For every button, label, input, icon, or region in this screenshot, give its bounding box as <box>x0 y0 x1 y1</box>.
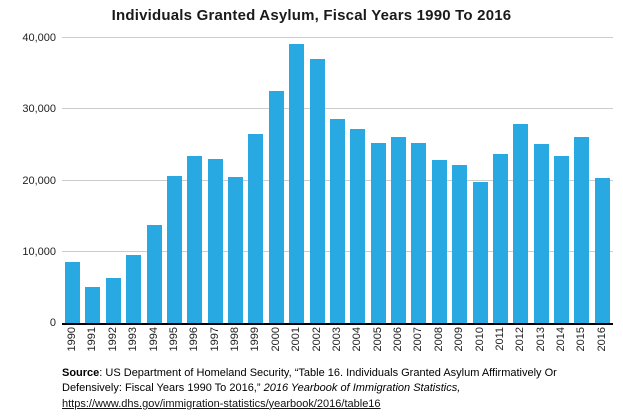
bar-2007 <box>411 142 427 323</box>
x-tick-label: 2003 <box>330 327 343 352</box>
bar-2009 <box>452 164 468 323</box>
x-tick-label: 2013 <box>534 327 547 352</box>
plot-area <box>62 37 613 325</box>
bar-2005 <box>370 142 386 323</box>
x-tick-label: 2008 <box>432 327 445 352</box>
bar-2013 <box>533 144 549 323</box>
bar-1996 <box>187 155 203 323</box>
bar-2000 <box>268 91 284 323</box>
x-tick-label: 2002 <box>310 327 323 352</box>
bars <box>62 38 613 323</box>
x-tick: 2013 <box>534 327 549 351</box>
x-tick: 1992 <box>106 327 121 351</box>
x-tick: 2016 <box>595 327 610 351</box>
x-tick: 2006 <box>391 327 406 351</box>
x-tick-label: 1999 <box>249 327 262 352</box>
bar-2001 <box>289 43 305 323</box>
source-link[interactable]: https://www.dhs.gov/immigration-statisti… <box>62 397 381 410</box>
x-tick: 1990 <box>65 327 80 351</box>
x-tick-label: 1993 <box>127 327 140 352</box>
x-tick: 1993 <box>126 327 141 351</box>
bar-2015 <box>574 137 590 323</box>
x-tick: 1994 <box>147 327 162 351</box>
bar-2016 <box>594 177 610 323</box>
source-label: Source <box>62 367 100 379</box>
chart-title: Individuals Granted Asylum, Fiscal Years… <box>111 7 512 24</box>
x-tick-label: 2001 <box>290 327 303 352</box>
bar-2012 <box>513 123 529 323</box>
x-tick-label: 2009 <box>453 327 466 352</box>
x-tick-label: 2016 <box>595 327 608 352</box>
bar-2008 <box>431 159 447 323</box>
bar-2002 <box>309 59 325 323</box>
y-tick-label: 20,000 <box>22 174 56 187</box>
x-tick-label: 1991 <box>86 327 99 352</box>
x-tick: 2007 <box>411 327 426 351</box>
bar-2014 <box>554 156 569 323</box>
bar-1994 <box>146 224 162 323</box>
x-tick: 1991 <box>85 327 100 351</box>
bar-1995 <box>166 175 182 323</box>
x-tick-label: 2000 <box>269 327 282 352</box>
bar-1990 <box>65 262 80 323</box>
bar-1998 <box>228 176 243 323</box>
x-tick-label: 1992 <box>106 327 119 352</box>
y-tick-label: 40,000 <box>22 32 56 44</box>
y-tick-label: 10,000 <box>22 245 56 258</box>
x-tick: 2002 <box>310 327 325 351</box>
source-publication: 2016 Yearbook of Immigration Statistics, <box>263 382 461 395</box>
x-axis: 1990 1991 1992 1993 1994 1995 1996 1997 1998 1999… <box>62 327 613 363</box>
x-tick: 2004 <box>350 327 365 351</box>
bar-2006 <box>391 137 406 323</box>
x-tick-label: 2006 <box>392 327 404 352</box>
source-note: Source: US Department of Homeland Securi… <box>62 366 614 412</box>
x-tick-label: 1995 <box>167 327 180 352</box>
x-tick-label: 2011 <box>493 327 506 351</box>
bar-2003 <box>329 118 345 323</box>
x-tick-label: 1996 <box>188 327 201 352</box>
x-tick: 2015 <box>574 327 589 351</box>
x-tick: 2001 <box>289 327 304 351</box>
x-tick-label: 2014 <box>555 327 567 352</box>
x-tick: 2000 <box>269 327 284 351</box>
x-tick: 2009 <box>452 327 467 351</box>
bar-1992 <box>105 278 121 323</box>
x-tick: 1998 <box>228 327 243 351</box>
bar-1999 <box>248 134 264 323</box>
x-tick: 1995 <box>167 327 182 351</box>
x-tick: 2010 <box>473 327 488 351</box>
bar-2011 <box>492 154 508 323</box>
gridline <box>62 108 613 110</box>
x-tick-label: 2015 <box>575 327 588 352</box>
x-tick-label: 2010 <box>473 327 486 352</box>
x-tick: 1997 <box>208 327 223 351</box>
y-axis: 0 10,000 20,000 30,000 40,000 <box>0 32 56 329</box>
x-tick: 1996 <box>187 327 202 351</box>
x-tick-label: 2005 <box>371 327 384 352</box>
x-tick: 1999 <box>248 327 263 351</box>
x-tick: 2005 <box>371 327 386 351</box>
bar-2004 <box>350 128 366 323</box>
gridline <box>62 37 613 38</box>
bar-2010 <box>472 181 488 323</box>
y-tick-label: 30,000 <box>22 103 56 116</box>
x-tick-label: 2012 <box>514 327 527 352</box>
x-tick-label: 2007 <box>412 327 425 352</box>
bar-1993 <box>126 255 142 323</box>
x-tick: 2014 <box>554 327 569 351</box>
bar-1991 <box>85 287 101 323</box>
x-tick: 2011 <box>493 327 508 351</box>
x-tick-label: 2004 <box>351 327 364 352</box>
x-tick-label: 1990 <box>66 327 78 352</box>
source-text: : US Department of Homeland Security, “T… <box>62 367 557 395</box>
y-tick-label: 0 <box>49 317 56 329</box>
x-tick: 2003 <box>330 327 345 351</box>
x-tick: 2008 <box>432 327 447 351</box>
x-tick-label: 1997 <box>208 327 221 352</box>
bar-1997 <box>207 159 223 323</box>
x-tick-label: 1994 <box>147 327 160 352</box>
x-tick: 2012 <box>513 327 528 351</box>
x-tick-label: 1998 <box>229 327 241 352</box>
